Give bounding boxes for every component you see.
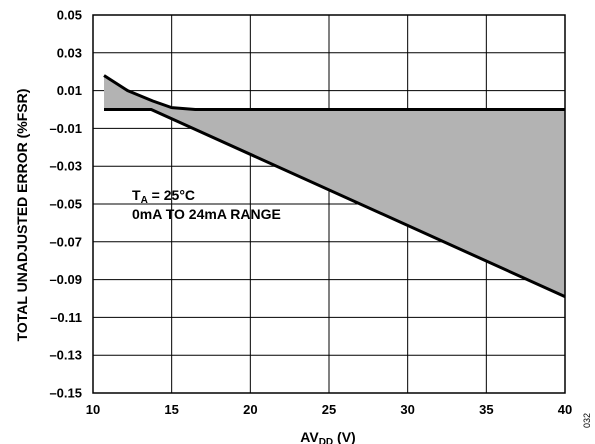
x-tick-label: 30 — [400, 402, 414, 417]
annotation-temperature: TA = 25°C — [132, 187, 195, 206]
y-tick-label: –0.01 — [49, 121, 82, 136]
plot-frame — [92, 14, 566, 394]
y-tick-label: 0.03 — [57, 45, 82, 60]
y-tick-label: –0.09 — [49, 272, 82, 287]
y-tick-label: –0.07 — [49, 234, 82, 249]
x-tick-label: 25 — [322, 402, 336, 417]
y-tick-label: –0.15 — [49, 386, 82, 401]
annotation-temperature-value: = 25°C — [148, 187, 195, 203]
y-tick-label: 0.01 — [57, 83, 82, 98]
x-axis-title-subscript: DD — [319, 437, 333, 444]
x-tick-label: 15 — [164, 402, 178, 417]
y-tick-label: –0.05 — [49, 197, 82, 212]
y-tick-label: –0.03 — [49, 159, 82, 174]
annotation-temperature-main: T — [132, 187, 141, 203]
x-tick-labels: 10 15 20 25 30 35 40 — [86, 402, 572, 417]
x-axis-title-main: AV — [300, 429, 319, 444]
y-tick-label: –0.11 — [50, 310, 82, 325]
series-line-lower-bound — [104, 108, 566, 298]
shaded-error-band — [104, 75, 565, 297]
y-tick-label: 0.05 — [57, 8, 82, 23]
x-axis-title-unit: (V) — [333, 429, 356, 444]
figure-id: 032 — [582, 413, 592, 428]
y-tick-labels: 0.05 0.03 0.01 –0.01 –0.03 –0.05 –0.07 –0.09 –0.… — [49, 8, 82, 401]
x-axis-title: AVDD (V) — [300, 429, 355, 444]
annotation-temperature-subscript: A — [141, 195, 148, 206]
x-tick-label: 40 — [558, 402, 572, 417]
y-axis-title: TOTAL UNADJUSTED ERROR (%FSR) — [14, 89, 30, 342]
series-line-upper-bound — [103, 74, 565, 111]
annotation-range: 0mA TO 24mA RANGE — [132, 206, 281, 222]
x-tick-label: 20 — [243, 402, 257, 417]
x-tick-label: 35 — [479, 402, 493, 417]
series-lines — [103, 74, 566, 298]
x-tick-label: 10 — [86, 402, 100, 417]
y-tick-label: –0.13 — [49, 348, 82, 363]
shaded-area — [104, 75, 565, 297]
